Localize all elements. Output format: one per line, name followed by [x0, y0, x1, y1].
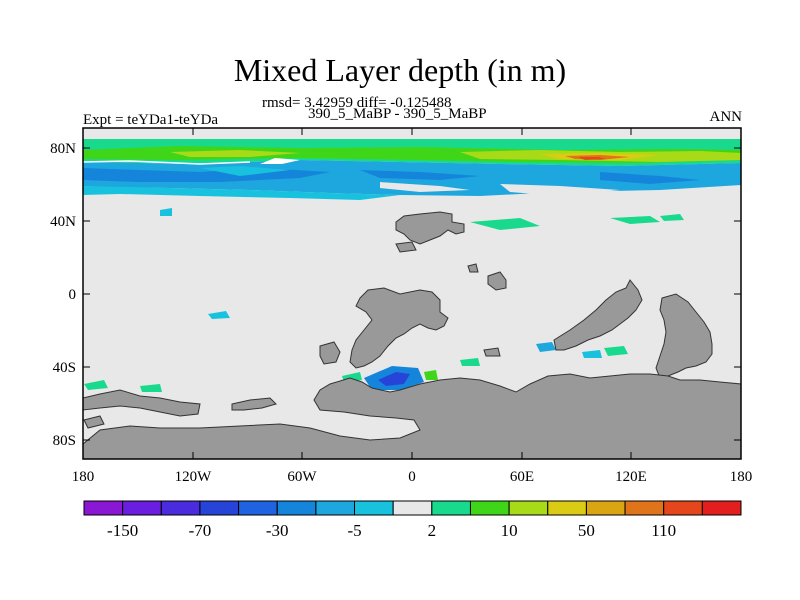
land-southern-strip-west	[82, 389, 201, 417]
land-masses	[82, 211, 742, 460]
lon-tick-label: 180	[730, 469, 753, 485]
colorbar-swatch	[701, 500, 742, 516]
colorbar-swatch	[431, 500, 471, 516]
colorbar-swatch	[276, 500, 317, 516]
subpolar-cyan-patch	[200, 166, 290, 176]
anomaly-patches	[84, 208, 684, 392]
lon-tick-label: 120W	[175, 469, 213, 485]
colorbar-labels: -150 -70 -30 -5 2 10 50 110	[107, 521, 676, 540]
ice-edge-line	[260, 158, 300, 164]
season-label: ANN	[709, 109, 743, 125]
anomaly-patch-southern-deep	[378, 372, 410, 386]
colorbar-swatch	[160, 500, 201, 516]
anomaly-patch-southern-1	[84, 380, 108, 390]
land-small-island-5	[483, 347, 501, 357]
anomaly-patch-spacific	[160, 208, 172, 216]
anomaly-patch-indian	[536, 342, 556, 352]
colorbar-swatch	[354, 500, 394, 516]
colorbar-label: 110	[651, 521, 676, 540]
lon-tick-label: 0	[408, 469, 416, 485]
lat-tick-marks	[83, 147, 741, 441]
lat-tick-label: 40S	[53, 360, 76, 376]
colorbar-label: 2	[428, 521, 437, 540]
colorbar-label: -150	[107, 521, 138, 540]
lon-tick-label: 60E	[510, 469, 534, 485]
colorbar-label: -5	[347, 521, 361, 540]
arctic-yellow-patch-1	[170, 150, 300, 157]
colorbar-label: -70	[189, 521, 212, 540]
colorbar-swatch	[392, 500, 433, 516]
land-small-island-2	[467, 263, 479, 273]
land-small-island-3	[487, 271, 507, 291]
colorbar-swatch	[508, 500, 549, 516]
anomaly-patch-southern-2	[140, 384, 162, 392]
land-small-island-1	[395, 241, 417, 253]
anomaly-patch-nwpacific	[610, 216, 660, 224]
colorbar-label: 10	[501, 521, 518, 540]
ice-edge-line-west	[82, 160, 251, 165]
land-small-island-4	[319, 341, 341, 365]
colorbar-swatch	[624, 500, 665, 516]
rmsd-diff-label: rmsd= 3.42959 diff= -0.125488	[262, 95, 452, 111]
lon-tick-label: 180	[72, 469, 95, 485]
experiment-label: Expt = teYDa1-teYDa	[83, 112, 219, 128]
colorbar-label: -30	[266, 521, 289, 540]
land-northern-block	[395, 211, 465, 245]
colorbar-swatch	[547, 500, 587, 516]
anomaly-patch-atlantic	[460, 358, 480, 366]
land-continent-central	[349, 287, 449, 369]
colorbar-swatch	[663, 500, 703, 516]
colorbar-swatch	[83, 500, 124, 516]
anomaly-patch-indian-green	[604, 346, 628, 356]
lon-tick-label: 120E	[615, 469, 647, 485]
colorbar-swatch	[238, 500, 278, 516]
land-continent-eastern-block	[655, 293, 713, 379]
anomaly-patch-indian-cyan	[582, 350, 602, 358]
colorbar-swatch	[122, 500, 162, 516]
subpolar-blue-patch-2	[360, 170, 480, 180]
subpolar-neutral-gap-2	[380, 182, 470, 192]
land-continent-eastern-arm	[553, 279, 643, 351]
lat-tick-label: 0	[69, 287, 77, 303]
case-label: 390_5_MaBP - 390_5_MaBP	[308, 106, 487, 122]
anomaly-patch-small	[660, 214, 684, 221]
colorbar-swatch	[469, 500, 510, 516]
land-antarctica	[82, 373, 742, 460]
anomaly-patch-eq	[208, 311, 230, 319]
colorbar-swatch	[585, 500, 626, 516]
land-southern-fragment	[231, 397, 277, 411]
colorbar-swatch	[199, 500, 240, 516]
lat-tick-label: 40N	[50, 214, 76, 230]
subpolar-edge-band	[83, 186, 400, 200]
land-small-island-6	[83, 415, 105, 429]
lon-tick-label: 60W	[287, 469, 317, 485]
colorbar	[83, 500, 742, 516]
arctic-anomaly-bands	[82, 128, 741, 200]
page-title: Mixed Layer depth (in m)	[233, 52, 567, 88]
subpolar-neutral-gap-1	[500, 184, 620, 196]
colorbar-label: 50	[578, 521, 595, 540]
colorbar-swatch	[315, 500, 356, 516]
arctic-red-patch	[578, 157, 606, 160]
lat-tick-label: 80S	[53, 433, 76, 449]
subpolar-blue-patch-3	[600, 172, 700, 184]
lon-tick-marks	[82, 128, 742, 459]
anomaly-patch-npacific	[470, 218, 540, 230]
lat-tick-label: 80N	[50, 141, 76, 157]
anomaly-patch-southern-green	[424, 370, 438, 380]
